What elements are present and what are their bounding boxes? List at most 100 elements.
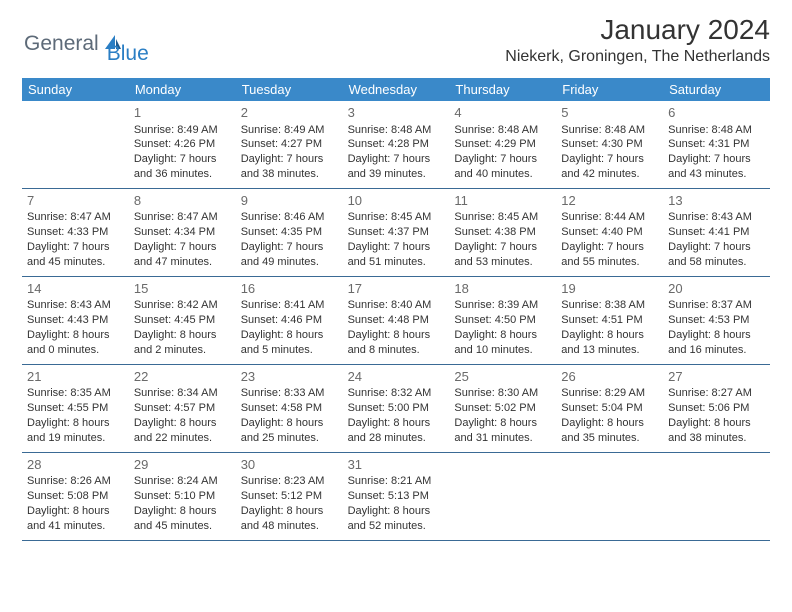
calendar-week-row: 7Sunrise: 8:47 AMSunset: 4:33 PMDaylight… bbox=[22, 189, 770, 277]
sunrise-line: Sunrise: 8:48 AM bbox=[348, 123, 445, 138]
daylight-line: Daylight: 7 hours and 45 minutes. bbox=[27, 240, 124, 270]
day-number: 1 bbox=[134, 104, 231, 122]
sunrise-line: Sunrise: 8:49 AM bbox=[241, 123, 338, 138]
sunrise-line: Sunrise: 8:32 AM bbox=[348, 386, 445, 401]
sunrise-line: Sunrise: 8:48 AM bbox=[561, 123, 658, 138]
day-number: 19 bbox=[561, 280, 658, 298]
day-number: 31 bbox=[348, 456, 445, 474]
daylight-line: Daylight: 7 hours and 55 minutes. bbox=[561, 240, 658, 270]
header: General Blue January 2024 Niekerk, Groni… bbox=[0, 0, 792, 72]
weekday-header-row: SundayMondayTuesdayWednesdayThursdayFrid… bbox=[22, 78, 770, 101]
sunrise-line: Sunrise: 8:49 AM bbox=[134, 123, 231, 138]
sunset-line: Sunset: 4:37 PM bbox=[348, 225, 445, 240]
day-number: 30 bbox=[241, 456, 338, 474]
calendar-day: 18Sunrise: 8:39 AMSunset: 4:50 PMDayligh… bbox=[449, 277, 556, 364]
sunset-line: Sunset: 5:12 PM bbox=[241, 489, 338, 504]
calendar-day: 6Sunrise: 8:48 AMSunset: 4:31 PMDaylight… bbox=[663, 101, 770, 188]
calendar-day: 24Sunrise: 8:32 AMSunset: 5:00 PMDayligh… bbox=[343, 365, 450, 452]
daylight-line: Daylight: 8 hours and 31 minutes. bbox=[454, 416, 551, 446]
sunrise-line: Sunrise: 8:38 AM bbox=[561, 298, 658, 313]
daylight-line: Daylight: 7 hours and 58 minutes. bbox=[668, 240, 765, 270]
daylight-line: Daylight: 8 hours and 10 minutes. bbox=[454, 328, 551, 358]
day-number: 25 bbox=[454, 368, 551, 386]
sunrise-line: Sunrise: 8:47 AM bbox=[27, 210, 124, 225]
sunset-line: Sunset: 4:53 PM bbox=[668, 313, 765, 328]
calendar-day: 14Sunrise: 8:43 AMSunset: 4:43 PMDayligh… bbox=[22, 277, 129, 364]
sunrise-line: Sunrise: 8:48 AM bbox=[668, 123, 765, 138]
weekday-header: Wednesday bbox=[343, 78, 450, 101]
title-block: January 2024 Niekerk, Groningen, The Net… bbox=[505, 14, 770, 66]
daylight-line: Daylight: 8 hours and 16 minutes. bbox=[668, 328, 765, 358]
sunset-line: Sunset: 5:13 PM bbox=[348, 489, 445, 504]
calendar-day: 5Sunrise: 8:48 AMSunset: 4:30 PMDaylight… bbox=[556, 101, 663, 188]
sunrise-line: Sunrise: 8:40 AM bbox=[348, 298, 445, 313]
day-number: 16 bbox=[241, 280, 338, 298]
sunset-line: Sunset: 5:00 PM bbox=[348, 401, 445, 416]
day-number: 14 bbox=[27, 280, 124, 298]
day-number: 4 bbox=[454, 104, 551, 122]
calendar-day: 13Sunrise: 8:43 AMSunset: 4:41 PMDayligh… bbox=[663, 189, 770, 276]
daylight-line: Daylight: 7 hours and 47 minutes. bbox=[134, 240, 231, 270]
daylight-line: Daylight: 8 hours and 35 minutes. bbox=[561, 416, 658, 446]
sunrise-line: Sunrise: 8:27 AM bbox=[668, 386, 765, 401]
day-number: 12 bbox=[561, 192, 658, 210]
sunset-line: Sunset: 4:48 PM bbox=[348, 313, 445, 328]
calendar-day: 9Sunrise: 8:46 AMSunset: 4:35 PMDaylight… bbox=[236, 189, 343, 276]
day-number: 11 bbox=[454, 192, 551, 210]
calendar-day: 2Sunrise: 8:49 AMSunset: 4:27 PMDaylight… bbox=[236, 101, 343, 188]
daylight-line: Daylight: 8 hours and 41 minutes. bbox=[27, 504, 124, 534]
calendar-day: 7Sunrise: 8:47 AMSunset: 4:33 PMDaylight… bbox=[22, 189, 129, 276]
calendar-day: 16Sunrise: 8:41 AMSunset: 4:46 PMDayligh… bbox=[236, 277, 343, 364]
sunset-line: Sunset: 4:41 PM bbox=[668, 225, 765, 240]
calendar-day: 3Sunrise: 8:48 AMSunset: 4:28 PMDaylight… bbox=[343, 101, 450, 188]
sunset-line: Sunset: 4:38 PM bbox=[454, 225, 551, 240]
calendar-day: 19Sunrise: 8:38 AMSunset: 4:51 PMDayligh… bbox=[556, 277, 663, 364]
day-number: 28 bbox=[27, 456, 124, 474]
sunset-line: Sunset: 4:51 PM bbox=[561, 313, 658, 328]
daylight-line: Daylight: 8 hours and 0 minutes. bbox=[27, 328, 124, 358]
day-number: 5 bbox=[561, 104, 658, 122]
calendar-day: 25Sunrise: 8:30 AMSunset: 5:02 PMDayligh… bbox=[449, 365, 556, 452]
calendar-day: 21Sunrise: 8:35 AMSunset: 4:55 PMDayligh… bbox=[22, 365, 129, 452]
sunrise-line: Sunrise: 8:37 AM bbox=[668, 298, 765, 313]
brand-part2: Blue bbox=[107, 42, 149, 66]
calendar-day: 23Sunrise: 8:33 AMSunset: 4:58 PMDayligh… bbox=[236, 365, 343, 452]
calendar-day: 10Sunrise: 8:45 AMSunset: 4:37 PMDayligh… bbox=[343, 189, 450, 276]
calendar-day: 22Sunrise: 8:34 AMSunset: 4:57 PMDayligh… bbox=[129, 365, 236, 452]
calendar-week-row: 21Sunrise: 8:35 AMSunset: 4:55 PMDayligh… bbox=[22, 365, 770, 453]
calendar-day: 15Sunrise: 8:42 AMSunset: 4:45 PMDayligh… bbox=[129, 277, 236, 364]
daylight-line: Daylight: 7 hours and 49 minutes. bbox=[241, 240, 338, 270]
daylight-line: Daylight: 8 hours and 45 minutes. bbox=[134, 504, 231, 534]
calendar-day: 1Sunrise: 8:49 AMSunset: 4:26 PMDaylight… bbox=[129, 101, 236, 188]
day-number: 3 bbox=[348, 104, 445, 122]
sunset-line: Sunset: 4:26 PM bbox=[134, 137, 231, 152]
day-number: 7 bbox=[27, 192, 124, 210]
calendar-day-blank bbox=[449, 453, 556, 540]
day-number: 18 bbox=[454, 280, 551, 298]
weekday-header: Friday bbox=[556, 78, 663, 101]
sunrise-line: Sunrise: 8:45 AM bbox=[348, 210, 445, 225]
sunrise-line: Sunrise: 8:47 AM bbox=[134, 210, 231, 225]
weekday-header: Sunday bbox=[22, 78, 129, 101]
sunset-line: Sunset: 5:08 PM bbox=[27, 489, 124, 504]
sunrise-line: Sunrise: 8:26 AM bbox=[27, 474, 124, 489]
daylight-line: Daylight: 8 hours and 38 minutes. bbox=[668, 416, 765, 446]
daylight-line: Daylight: 8 hours and 19 minutes. bbox=[27, 416, 124, 446]
day-number: 20 bbox=[668, 280, 765, 298]
day-number: 2 bbox=[241, 104, 338, 122]
sunset-line: Sunset: 4:33 PM bbox=[27, 225, 124, 240]
calendar-day-blank bbox=[663, 453, 770, 540]
calendar-day: 27Sunrise: 8:27 AMSunset: 5:06 PMDayligh… bbox=[663, 365, 770, 452]
calendar-week-row: 14Sunrise: 8:43 AMSunset: 4:43 PMDayligh… bbox=[22, 277, 770, 365]
sunset-line: Sunset: 4:45 PM bbox=[134, 313, 231, 328]
day-number: 27 bbox=[668, 368, 765, 386]
calendar-day: 20Sunrise: 8:37 AMSunset: 4:53 PMDayligh… bbox=[663, 277, 770, 364]
sunrise-line: Sunrise: 8:46 AM bbox=[241, 210, 338, 225]
sunset-line: Sunset: 4:46 PM bbox=[241, 313, 338, 328]
day-number: 17 bbox=[348, 280, 445, 298]
brand-part1: General bbox=[24, 32, 99, 56]
daylight-line: Daylight: 8 hours and 52 minutes. bbox=[348, 504, 445, 534]
month-title: January 2024 bbox=[505, 14, 770, 46]
day-number: 10 bbox=[348, 192, 445, 210]
day-number: 9 bbox=[241, 192, 338, 210]
